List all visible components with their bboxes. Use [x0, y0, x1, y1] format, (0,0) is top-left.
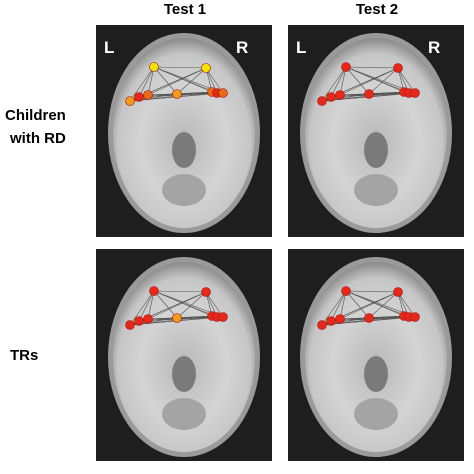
connection: [339, 67, 399, 96]
connection: [138, 66, 155, 98]
connection: [147, 291, 207, 320]
node: [317, 96, 327, 106]
connection: [176, 291, 207, 319]
midbrain: [162, 398, 206, 430]
connection: [147, 67, 207, 96]
node: [201, 287, 211, 297]
connection: [205, 67, 224, 94]
node: [341, 62, 351, 72]
midbrain: [354, 398, 398, 430]
connection: [330, 66, 347, 98]
node: [410, 312, 420, 322]
hemisphere-label: L: [296, 38, 306, 57]
connection: [153, 290, 218, 318]
node: [143, 90, 153, 100]
node: [393, 63, 403, 73]
connection: [153, 290, 207, 293]
connection: [368, 67, 399, 95]
node: [218, 88, 228, 98]
node: [149, 62, 159, 72]
node: [143, 314, 153, 324]
connection: [345, 290, 399, 293]
ventricle: [172, 132, 196, 168]
node: [125, 320, 135, 330]
node: [149, 286, 159, 296]
column-header: Test 1: [164, 1, 206, 18]
midbrain: [162, 174, 206, 206]
connection: [339, 291, 399, 320]
node: [201, 63, 211, 73]
midbrain: [354, 174, 398, 206]
node: [393, 287, 403, 297]
connection: [176, 67, 207, 95]
node: [326, 316, 336, 326]
node: [172, 89, 182, 99]
connection: [153, 66, 218, 94]
node: [341, 286, 351, 296]
node: [326, 92, 336, 102]
row-label: Children: [5, 107, 66, 124]
node: [125, 96, 135, 106]
node: [364, 89, 374, 99]
column-header: Test 2: [356, 1, 398, 18]
brain-panel: [96, 249, 272, 461]
node: [364, 313, 374, 323]
connection: [153, 66, 207, 69]
connection: [397, 67, 416, 94]
node: [410, 88, 420, 98]
hemisphere-label: R: [428, 38, 440, 57]
connection: [153, 290, 178, 319]
connection: [397, 291, 416, 318]
connection: [345, 66, 410, 94]
node: [218, 312, 228, 322]
hemisphere-label: L: [104, 38, 114, 57]
node: [335, 314, 345, 324]
connection: [129, 290, 155, 326]
connection: [345, 66, 370, 95]
connection: [330, 290, 347, 322]
connection: [138, 290, 155, 322]
connection: [321, 66, 347, 102]
connection: [345, 290, 410, 318]
brain-panel: [288, 249, 464, 461]
connection: [205, 291, 224, 318]
row-label: TRs: [10, 347, 38, 364]
node: [335, 90, 345, 100]
connection: [129, 66, 155, 102]
ventricle: [364, 132, 388, 168]
connection: [321, 290, 347, 326]
connection: [153, 66, 178, 95]
ventricle: [172, 356, 196, 392]
node: [134, 316, 144, 326]
ventricle: [364, 356, 388, 392]
row-label: with RD: [9, 130, 66, 147]
node: [134, 92, 144, 102]
hemisphere-label: R: [236, 38, 248, 57]
node: [317, 320, 327, 330]
connection: [368, 291, 399, 319]
node: [172, 313, 182, 323]
connection: [345, 290, 370, 319]
connection: [345, 66, 399, 69]
